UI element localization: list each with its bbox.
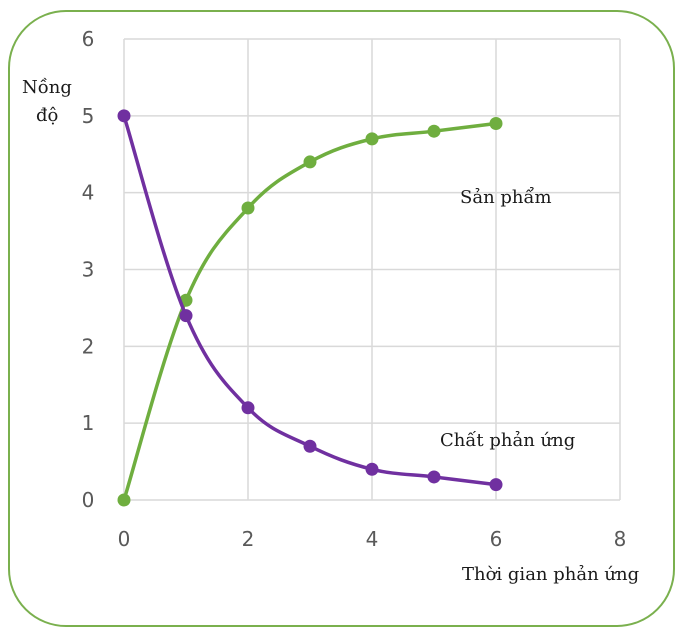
x-tick-label: 2: [242, 527, 255, 551]
series-line-0: [122, 121, 497, 501]
series-line-1: [122, 115, 497, 487]
grid: [123, 38, 621, 501]
data-point-1: [365, 462, 379, 476]
data-point-1: [117, 109, 131, 123]
series-layer: [117, 109, 503, 507]
x-tick-label: 8: [614, 527, 627, 551]
data-point-0: [427, 124, 441, 138]
x-tick-label: 0: [118, 527, 131, 551]
y-tick-label: 2: [82, 334, 95, 358]
y-tick-label: 4: [82, 181, 95, 205]
x-tick-label: 4: [366, 527, 379, 551]
y-axis-label-line1: Nồng: [22, 77, 72, 98]
data-point-0: [241, 201, 255, 215]
series-label-san-pham: Sản phẩm: [460, 186, 552, 208]
data-point-1: [303, 439, 317, 453]
x-tick-label: 6: [490, 527, 503, 551]
series-label-chat-phan-ung: Chất phản ứng: [440, 430, 575, 451]
y-axis-label-line2: độ: [36, 105, 58, 126]
data-point-0: [117, 493, 131, 507]
data-point-1: [179, 309, 193, 323]
y-tick-label: 1: [82, 411, 95, 435]
y-tick-label: 3: [82, 258, 95, 282]
x-axis-ticks: 0 2 4 6 8: [118, 527, 627, 551]
data-point-0: [365, 132, 379, 146]
x-axis-label: Thời gian phản ứng: [462, 564, 639, 585]
data-point-0: [303, 155, 317, 169]
data-point-1: [241, 401, 255, 415]
data-point-0: [489, 117, 503, 131]
data-point-1: [427, 470, 441, 484]
y-tick-label: 0: [82, 488, 95, 512]
y-tick-label: 6: [82, 27, 95, 51]
y-axis-ticks: 0 1 2 3 4 5 6: [82, 27, 95, 512]
y-tick-label: 5: [82, 104, 95, 128]
data-point-1: [489, 478, 503, 492]
